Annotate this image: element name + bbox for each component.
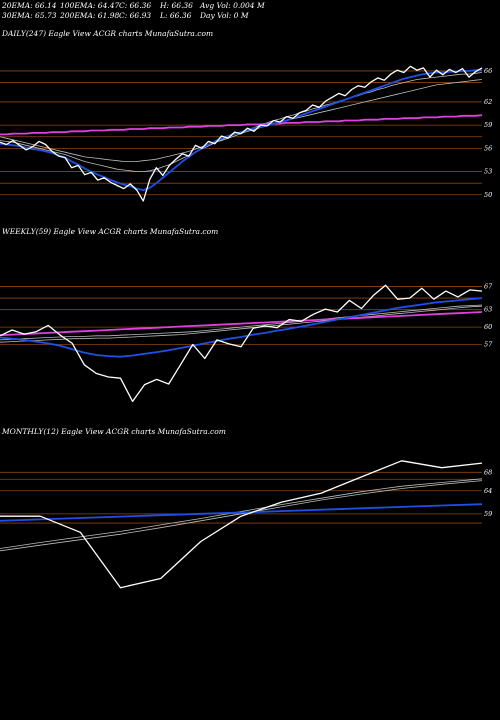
ema_mid2-line bbox=[0, 305, 483, 343]
y-tick-label: 50 bbox=[484, 191, 492, 199]
y-tick-label: 60 bbox=[484, 323, 492, 331]
ema_mid2-line bbox=[0, 72, 483, 173]
close-value: C: 66.93 bbox=[119, 11, 152, 20]
ema20-value: 20EMA: 66.14 bbox=[2, 1, 57, 10]
ema_fast-line bbox=[0, 503, 483, 522]
y-tick-label: 67 bbox=[484, 282, 493, 290]
ema_slow-line bbox=[0, 114, 483, 136]
ema30-value: 30EMA: 65.73 bbox=[2, 11, 57, 20]
y-tick-label: 59 bbox=[484, 121, 492, 129]
y-tick-label: 64 bbox=[484, 487, 492, 495]
day-vol-value: Day Vol: 0 M bbox=[200, 11, 249, 20]
high-value: H: 66.36 bbox=[160, 1, 193, 10]
ema_mid2-line bbox=[0, 480, 483, 552]
price-line bbox=[0, 460, 483, 589]
price-line bbox=[0, 284, 483, 403]
ema_mid1-line bbox=[0, 478, 483, 549]
ema_fast-line bbox=[0, 297, 483, 358]
ema100-value: 100EMA: 64.47 bbox=[60, 1, 120, 10]
y-tick-label: 63 bbox=[484, 306, 492, 314]
daily-panel-title: DAILY(247) Eagle View ACGR charts Munafa… bbox=[2, 29, 214, 38]
ema_mid1-line bbox=[0, 304, 483, 341]
avg-vol-value: Avg Vol: 0.004 M bbox=[200, 1, 265, 10]
y-tick-label: 57 bbox=[484, 341, 493, 349]
weekly-panel-title: WEEKLY(59) Eagle View ACGR charts Munafa… bbox=[2, 227, 219, 236]
y-tick-label: 68 bbox=[484, 468, 492, 476]
ema200-value: 200EMA: 61.98 bbox=[60, 11, 120, 20]
ema_fast-line bbox=[0, 69, 482, 192]
monthly-panel-title: MONTHLY(12) Eagle View ACGR charts Munaf… bbox=[2, 427, 226, 436]
low-value: L: 66.36 bbox=[160, 11, 192, 20]
ema_slow-line bbox=[0, 311, 483, 337]
ema_mid1-line bbox=[0, 79, 483, 162]
y-tick-label: 59 bbox=[484, 510, 492, 518]
open-value: C: 66.36 bbox=[119, 1, 152, 10]
price-line bbox=[0, 65, 483, 202]
y-tick-label: 62 bbox=[484, 98, 492, 106]
y-tick-label: 66 bbox=[484, 67, 492, 75]
y-tick-label: 53 bbox=[484, 168, 492, 176]
y-tick-label: 56 bbox=[484, 144, 492, 152]
